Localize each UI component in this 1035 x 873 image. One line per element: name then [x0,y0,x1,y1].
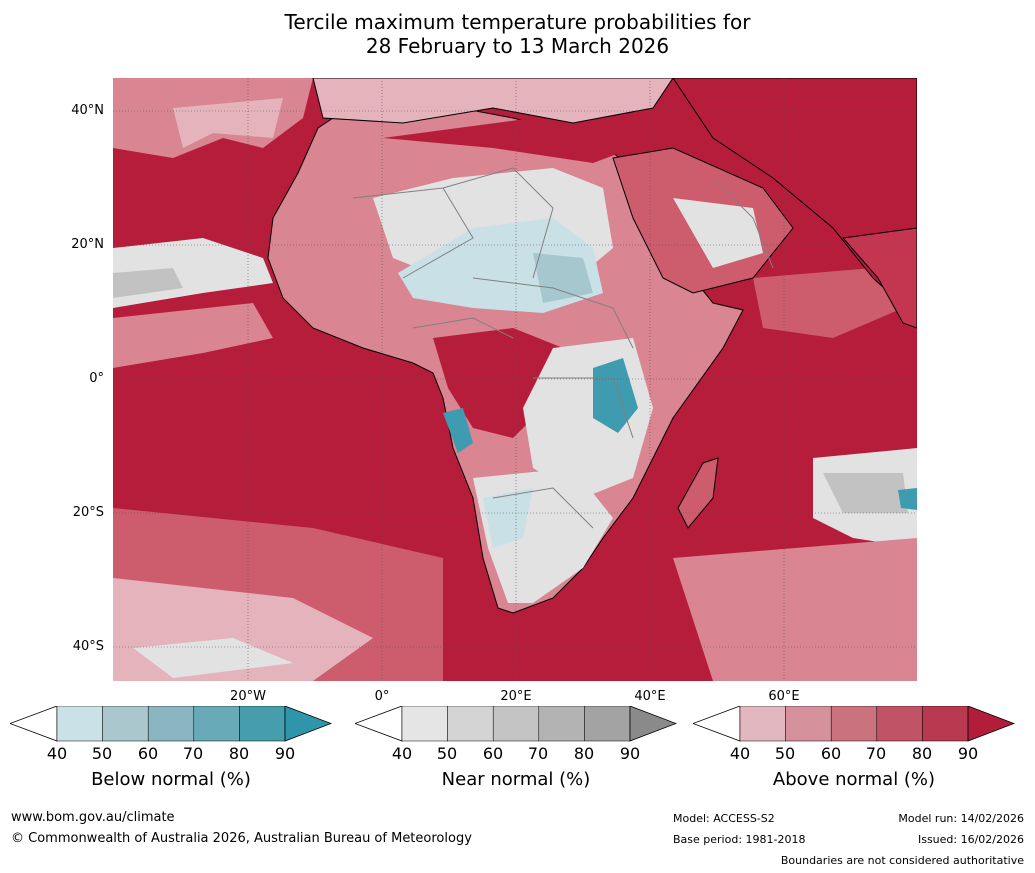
copyright-text: © Commonwealth of Australia 2026, Austra… [11,831,472,846]
colorbar-tick: 60 [482,744,504,763]
model-run-date: Model run: 14/02/2026 [898,812,1024,825]
colorbar-left-extension [355,706,403,742]
title-line-1: Tercile maximum temperature probabilitie… [284,10,751,34]
lat-label-0: 0° [89,371,104,386]
graticule [113,78,917,681]
sahel-below-dark [533,253,593,303]
boundaries-disclaimer: Boundaries are not considered authoritat… [780,854,1024,867]
lon-label-0: 0° [374,689,390,704]
equatorial-band [113,303,273,368]
india-land [842,227,917,329]
arabian-sea-band [753,268,903,338]
arabia-near [673,198,763,268]
colorbar-right-extension [967,706,1015,742]
colorbar-segment [56,706,103,742]
colorbar-tick: 70 [527,744,549,763]
near-normal-colorbar [355,706,677,742]
lat-label-20n: 20°N [71,237,104,252]
colorbar-tick: 50 [436,744,458,763]
indian-ocean-dark [823,473,908,513]
below-normal-label: Below normal (%) [91,769,251,790]
colorbar-segment [830,706,878,742]
below-normal-colorbar [10,706,332,742]
colorbar-right-extension [284,706,332,742]
madagascar [677,457,719,529]
colorbar-tick: 40 [391,744,413,763]
title-line-2: 28 February to 13 March 2026 [365,34,670,58]
near-normal-label: Near normal (%) [441,769,591,790]
indian-ocean-teal [898,488,917,510]
lat-label-20s: 20°S [72,505,104,520]
colorbar-segment [239,706,286,742]
colorbar-segment [876,706,923,742]
colorbar-tick: 80 [911,744,933,763]
colorbar-segment [401,706,448,742]
mediterranean-red [383,118,633,163]
colorbar-tick: 70 [865,744,887,763]
lon-label-20e: 20°E [500,689,532,704]
colorbar-tick: 60 [137,744,159,763]
colorbar-segment [147,706,195,742]
colorbar-segment [447,706,494,742]
website-link[interactable]: www.bom.gov.au/climate [11,810,175,825]
colorbar-segment [584,706,631,742]
colorbar-segment [739,706,786,742]
above-normal-label: Above normal (%) [772,769,936,790]
colorbar-segment [193,706,240,742]
angola-teal [443,408,473,453]
probability-map[interactable] [113,78,917,681]
colorbar-tick: 50 [91,744,113,763]
europe-land [312,78,674,124]
lake-victoria-teal [593,358,638,433]
lat-label-40n: 40°N [71,103,104,118]
indian-ocean-band [673,538,917,681]
colorbar-segment [785,706,832,742]
colorbar-segment [538,706,585,742]
colorbar-tick: 90 [957,744,979,763]
trop-atlantic-dark [113,268,183,298]
southern-africa-below [483,488,533,548]
colorbar-segment [102,706,149,742]
map-canvas [113,78,917,681]
model-name: Model: ACCESS-S2 [673,812,775,825]
colorbar-left-extension [10,706,58,742]
lat-label-40s: 40°S [72,639,104,654]
colorbar-tick: 40 [729,744,751,763]
above-normal-colorbar [693,706,1015,742]
lon-label-20w: 20°W [230,689,266,704]
country-boundaries [352,167,774,529]
colorbar-tick: 90 [274,744,296,763]
north-atlantic-light [173,98,283,148]
asia-land [672,78,917,319]
issued-date: Issued: 16/02/2026 [917,833,1024,846]
southern-ocean-white [133,638,293,678]
colorbar-tick: 80 [573,744,595,763]
base-period: Base period: 1981-2018 [673,833,806,846]
colorbar-right-extension [629,706,677,742]
colorbar-tick: 50 [774,744,796,763]
colorbar-tick: 70 [182,744,204,763]
colorbar-tick: 90 [619,744,641,763]
colorbar-tick: 40 [46,744,68,763]
lon-label-40e: 40°E [634,689,666,704]
lon-label-60e: 60°E [768,689,800,704]
colorbar-segment [492,706,540,742]
colorbar-tick: 60 [820,744,842,763]
colorbar-tick: 80 [228,744,250,763]
colorbar-left-extension [693,706,741,742]
chart-title: Tercile maximum temperature probabilitie… [0,10,1035,58]
colorbar-segment [922,706,969,742]
